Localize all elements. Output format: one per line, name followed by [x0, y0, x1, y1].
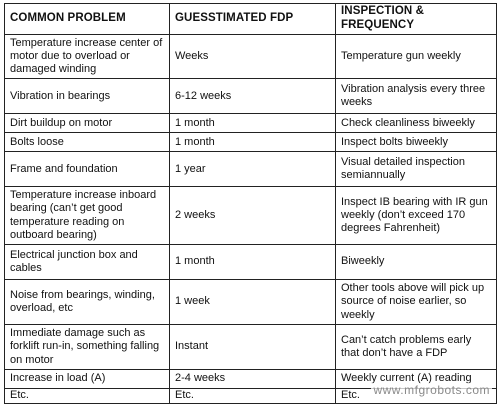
fdp-cell: 6-12 weeks — [169, 78, 336, 115]
table-row: Bolts loose 1 month Inspect bolts biweek… — [4, 132, 497, 153]
inspection-cell: Vibration analysis every three weeks — [335, 78, 497, 115]
problem-cell: Increase in load (A) — [4, 368, 170, 389]
fdp-cell: 1 week — [169, 278, 336, 325]
inspection-cell: Inspect IB bearing with IR gun weekly (d… — [335, 186, 497, 245]
table-row: Temperature increase inboard bearing (ca… — [4, 186, 497, 245]
fdp-cell: 1 year — [169, 151, 336, 188]
fdp-cell: 2 weeks — [169, 186, 336, 245]
inspection-cell: Temperature gun weekly — [335, 33, 497, 80]
table-row: Vibration in bearings 6-12 weeks Vibrati… — [4, 78, 497, 115]
problem-cell: Electrical junction box and cables — [4, 243, 170, 280]
problem-cell: Frame and foundation — [4, 151, 170, 188]
inspection-cell: Check cleanliness biweekly — [335, 113, 497, 134]
table-row: Temperature increase center of motor due… — [4, 33, 497, 80]
header-common-problem: COMMON PROBLEM — [4, 3, 170, 35]
table-row: Frame and foundation 1 year Visual detai… — [4, 151, 497, 188]
inspection-cell: Inspect bolts biweekly — [335, 132, 497, 153]
problem-cell: Temperature increase center of motor due… — [4, 33, 170, 80]
fdp-cell: 1 month — [169, 243, 336, 280]
inspection-cell: Can’t catch problems early that don’t ha… — [335, 323, 497, 370]
header-inspection-frequency: INSPECTION & FREQUENCY — [335, 3, 497, 35]
table-header-row: COMMON PROBLEM GUESSTIMATED FDP INSPECTI… — [4, 3, 497, 35]
table-row: Noise from bearings, winding, overload, … — [4, 278, 497, 325]
fdp-inspection-table: COMMON PROBLEM GUESSTIMATED FDP INSPECTI… — [4, 3, 497, 404]
table-row: Dirt buildup on motor 1 month Check clea… — [4, 113, 497, 134]
inspection-cell: Visual detailed inspection semiannually — [335, 151, 497, 188]
watermark-text: www.mfgrobots.com — [371, 383, 492, 397]
fdp-cell: 1 month — [169, 113, 336, 134]
problem-cell: Noise from bearings, winding, overload, … — [4, 278, 170, 325]
problem-cell: Temperature increase inboard bearing (ca… — [4, 186, 170, 245]
problem-cell: Bolts loose — [4, 132, 170, 153]
fdp-cell: Weeks — [169, 33, 336, 80]
fdp-cell: 2-4 weeks — [169, 368, 336, 389]
fdp-cell: Etc. — [169, 387, 336, 404]
table-row: Electrical junction box and cables 1 mon… — [4, 243, 497, 280]
problem-cell: Vibration in bearings — [4, 78, 170, 115]
inspection-cell: Biweekly — [335, 243, 497, 280]
fdp-cell: 1 month — [169, 132, 336, 153]
fdp-cell: Instant — [169, 323, 336, 370]
table-row: Immediate damage such as forklift run-in… — [4, 323, 497, 370]
inspection-cell: Other tools above will pick up source of… — [335, 278, 497, 325]
problem-cell: Dirt buildup on motor — [4, 113, 170, 134]
problem-cell: Etc. — [4, 387, 170, 404]
header-guesstimated-fdp: GUESSTIMATED FDP — [169, 3, 336, 35]
problem-cell: Immediate damage such as forklift run-in… — [4, 323, 170, 370]
